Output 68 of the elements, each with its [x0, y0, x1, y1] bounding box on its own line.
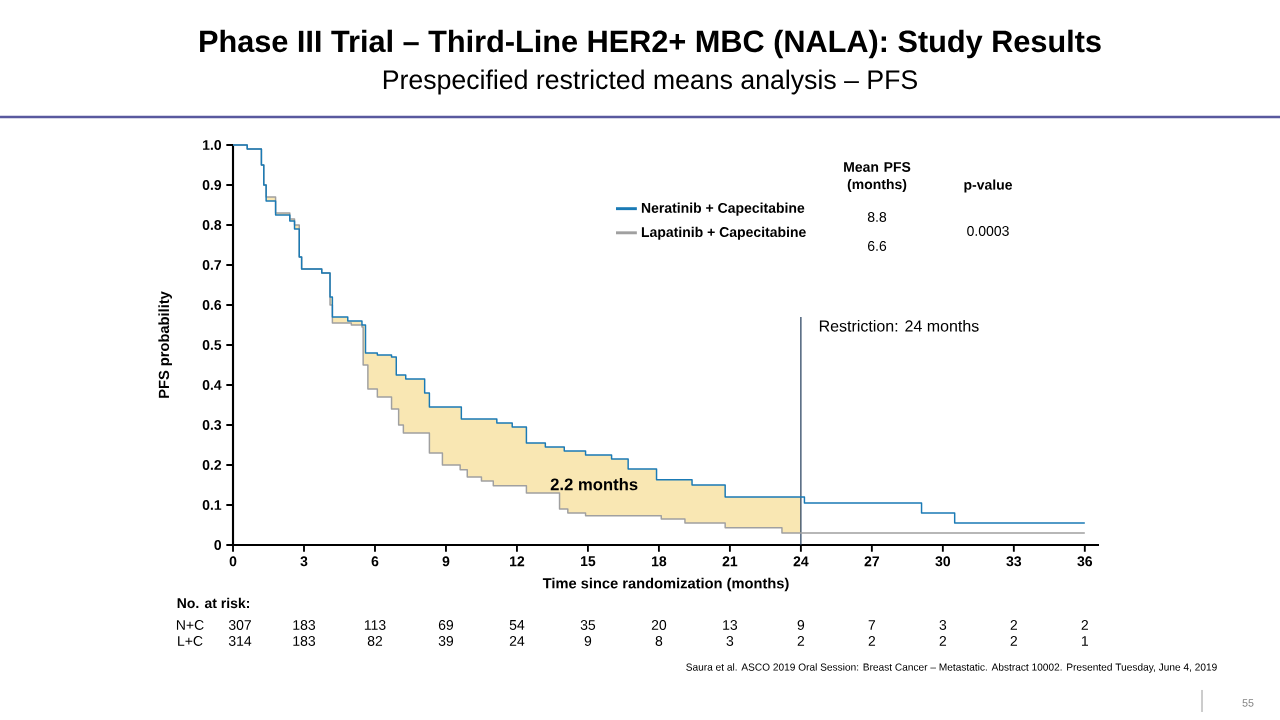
y-tick-label: 0.3	[202, 420, 222, 430]
text: No. at risk:	[177, 597, 249, 609]
text: 1	[1081, 636, 1088, 646]
text: 3	[939, 620, 947, 630]
text: 2	[1081, 620, 1088, 630]
text: 2	[1010, 620, 1017, 630]
annotation: 2.2 months	[550, 478, 638, 491]
text: 35	[580, 620, 596, 630]
y-tick-label: 1.0	[203, 140, 222, 150]
text: 20	[651, 620, 667, 630]
text: 2	[1010, 636, 1017, 646]
text: 9	[797, 620, 805, 630]
y-tick-label: 0.4	[202, 380, 222, 390]
y-axis-title: PFS probability	[158, 291, 172, 398]
text: 13	[723, 620, 738, 630]
text: 54	[509, 620, 525, 630]
annotation: 0.0003	[967, 226, 1009, 236]
annotation: Mean PFS (months)	[844, 161, 911, 192]
text: 183	[293, 636, 316, 646]
text: 2	[797, 636, 805, 646]
legend-label: Lapatinib + Capecitabine	[641, 226, 806, 240]
y-tick-label: 0.6	[202, 300, 222, 310]
text: Saura et al. ASCO 2019 Oral Session: Breast Cancer – Metastatic. Abstract 10002. Presented Tuesday, June 4, 2019	[686, 663, 1217, 673]
x-tick-label: 33	[1006, 556, 1022, 567]
annotation: 8.8	[867, 212, 887, 222]
x-tick-label: 12	[510, 556, 525, 567]
x-tick-label: 36	[1077, 556, 1093, 567]
y-tick-label: 0.9	[202, 180, 222, 190]
x-tick-label: 27	[864, 556, 880, 567]
y-tick-label: 0.5	[202, 340, 222, 350]
x-tick-label: 15	[581, 556, 596, 567]
text: 2	[939, 636, 947, 646]
text: 2	[868, 636, 876, 646]
ref-line-label: Restriction: 24 months	[819, 319, 979, 332]
text: 7	[868, 620, 876, 630]
text: 9	[584, 636, 592, 646]
annotation: p-value	[964, 179, 1013, 193]
text: 55	[1242, 699, 1254, 707]
y-tick-label: 0.8	[202, 220, 222, 230]
x-tick-label: 30	[935, 556, 951, 567]
chart-title: Phase III Trial – Third-Line HER2+ MBC (NALA): Study Results	[200, 29, 1101, 59]
x-tick-label: 3	[300, 556, 308, 567]
text: 3	[726, 636, 734, 646]
x-axis-title: Time since randomization (months)	[542, 577, 789, 592]
x-tick-label: 21	[722, 556, 738, 567]
x-tick-label: 6	[371, 556, 379, 567]
x-tick-label: 24	[793, 556, 809, 567]
text: N+C	[176, 620, 204, 630]
annotation: 6.6	[867, 241, 887, 251]
text: 69	[438, 620, 454, 630]
text: 183	[293, 620, 316, 630]
text: 24	[509, 636, 525, 646]
y-tick-label: 0.1	[202, 500, 222, 510]
y-tick-label: 0.2	[202, 460, 222, 470]
text: 314	[228, 636, 252, 646]
chart-subtitle: Prespecified restricted means analysis – PFS	[383, 69, 917, 95]
x-tick-label: 0	[229, 556, 237, 567]
y-tick-label: 0.7	[202, 260, 222, 270]
text: 39	[438, 636, 454, 646]
text: 113	[364, 620, 386, 630]
text: 307	[228, 620, 251, 630]
text: L+C	[178, 636, 203, 646]
y-tick-label: 0	[214, 540, 222, 550]
text: 82	[367, 636, 383, 646]
x-tick-label: 18	[652, 556, 667, 567]
legend-label: Neratinib + Capecitabine	[641, 202, 805, 216]
text: 8	[655, 636, 663, 646]
x-tick-label: 9	[442, 556, 450, 567]
